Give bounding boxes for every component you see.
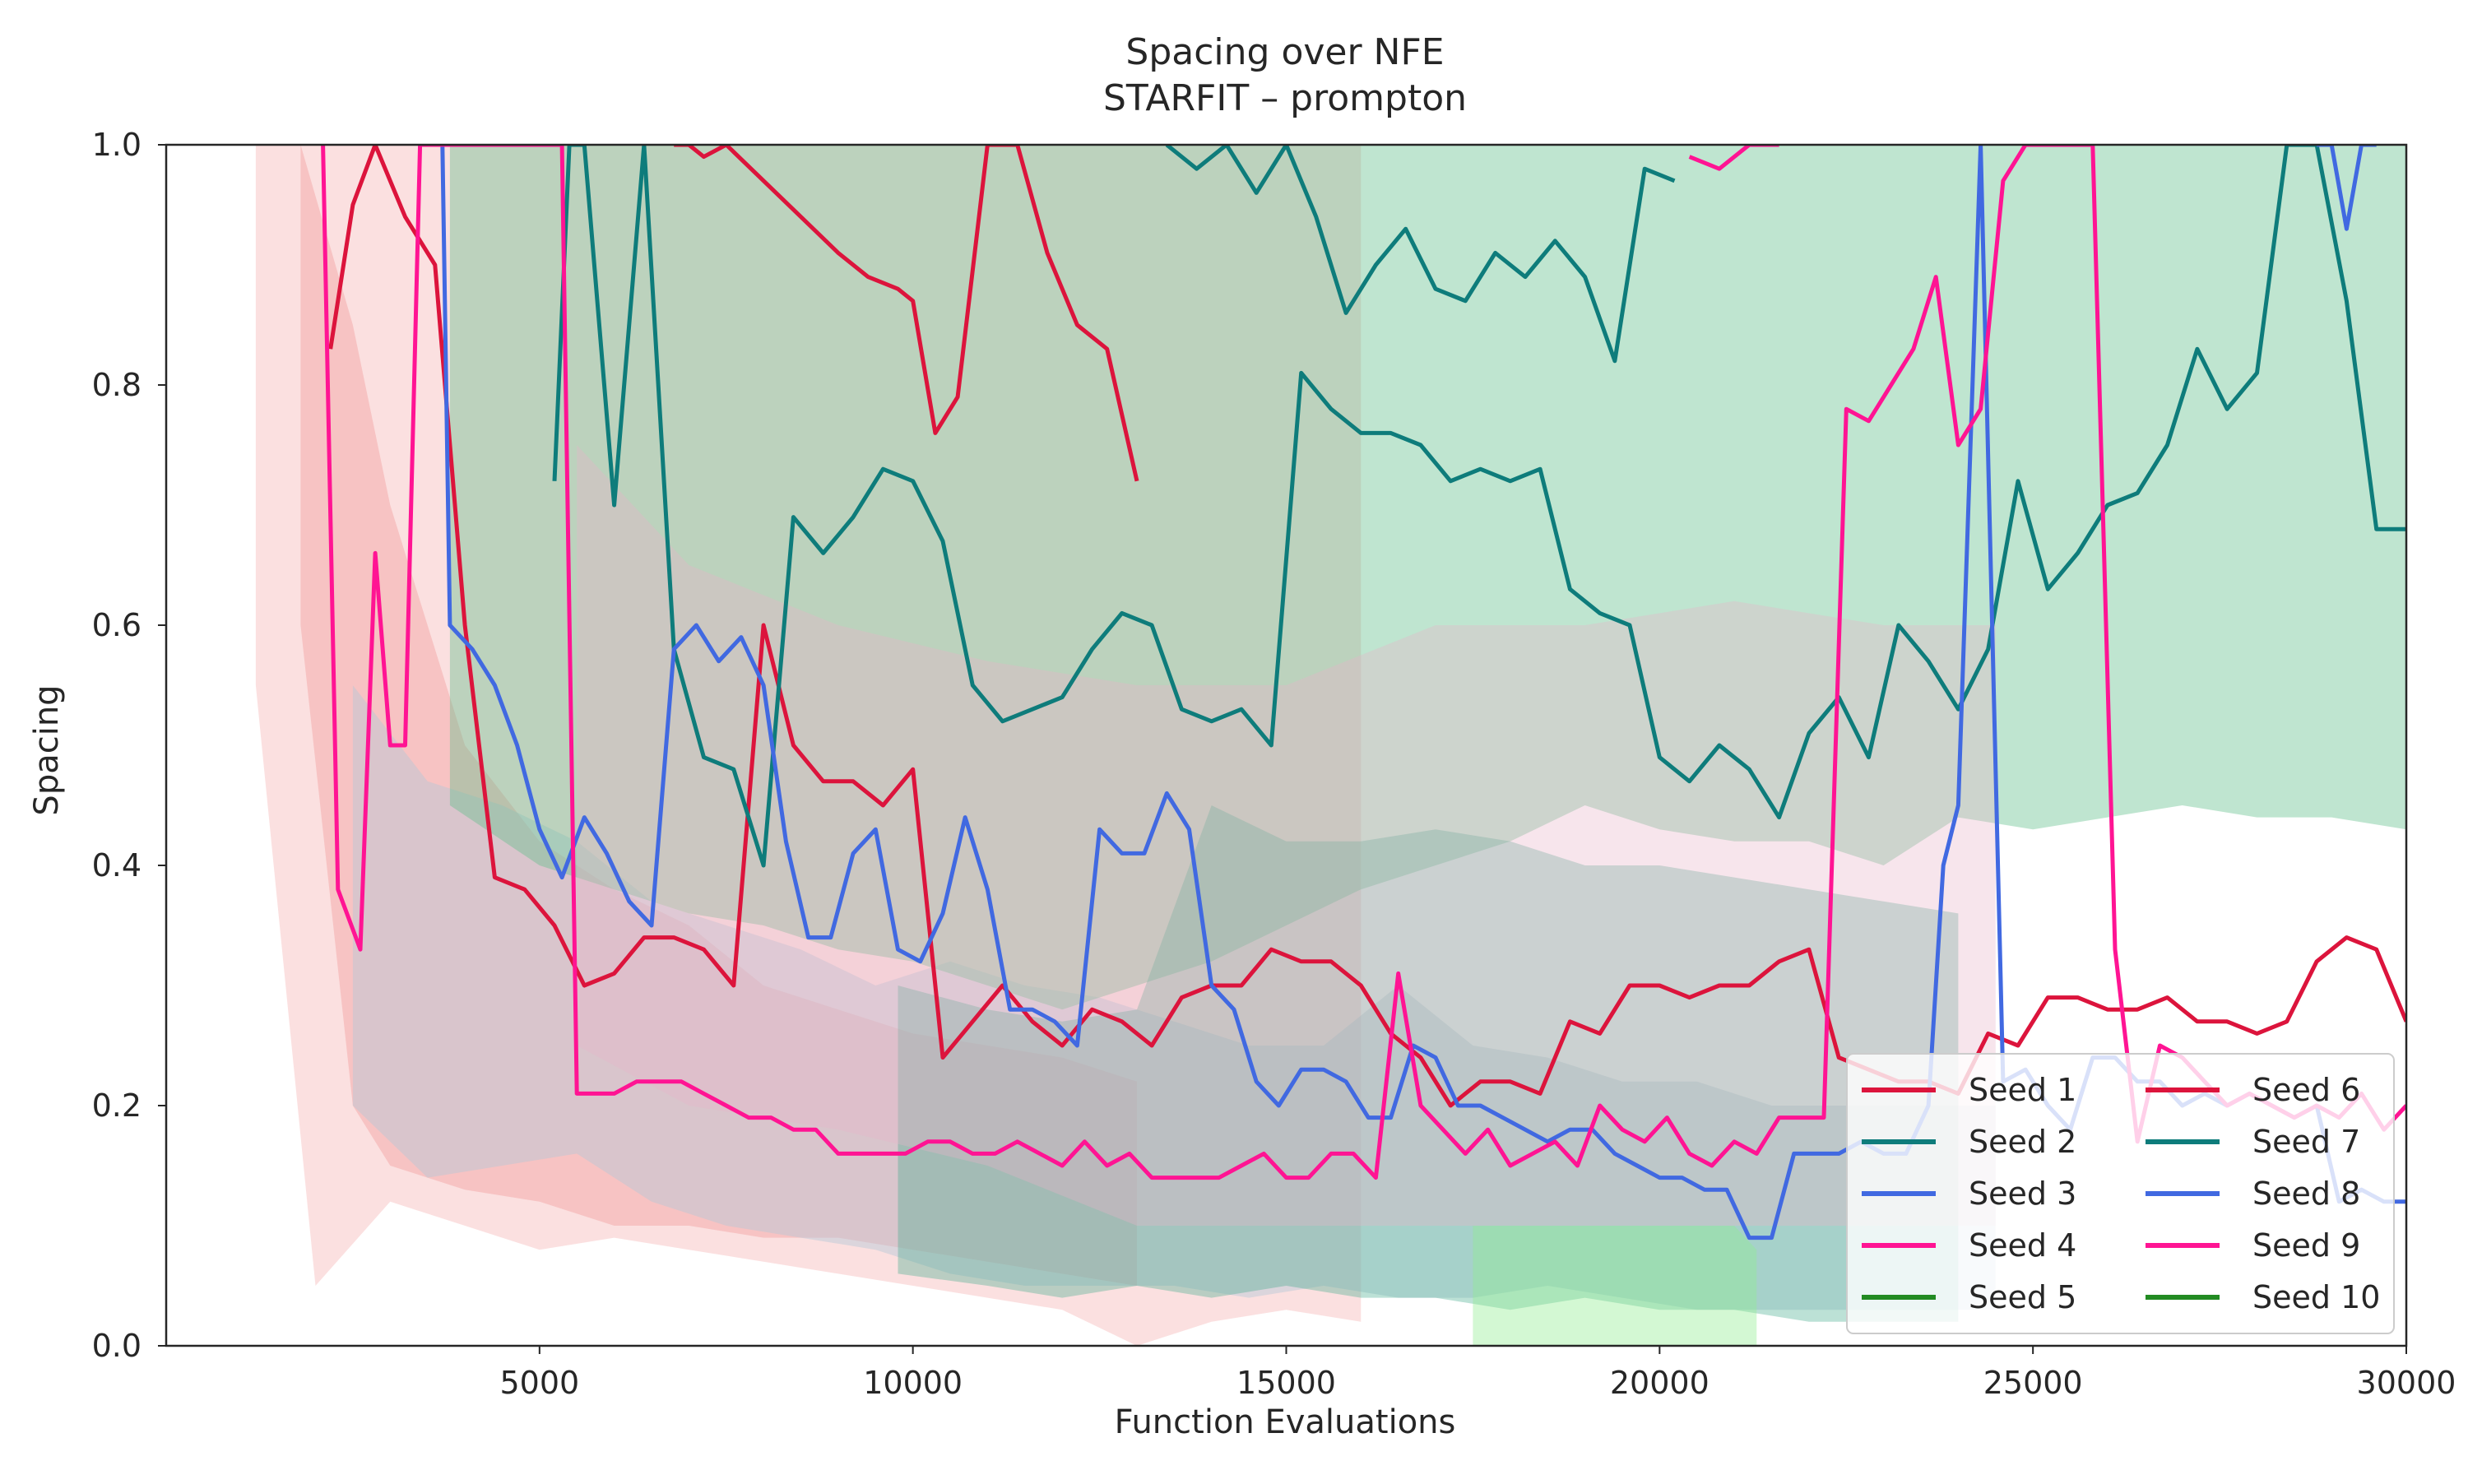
legend-label: Seed 4 <box>1969 1227 2076 1264</box>
legend-label: Seed 10 <box>2252 1279 2380 1315</box>
legend-label: Seed 5 <box>1969 1279 2076 1315</box>
legend-label: Seed 2 <box>1969 1124 2076 1160</box>
legend-label: Seed 6 <box>2252 1072 2360 1108</box>
band-5 <box>898 805 1959 1322</box>
legend-label: Seed 3 <box>1969 1176 2076 1212</box>
legend-entry-seed-3: Seed 3 <box>1862 1176 2076 1212</box>
legend-label: Seed 1 <box>1969 1072 2076 1108</box>
band-4 <box>449 145 2406 1010</box>
chart-title: Spacing over NFE <box>1125 31 1444 73</box>
legend-box <box>1846 1053 2395 1334</box>
legend-entry-seed-5: Seed 5 <box>1862 1279 2076 1315</box>
y-tick-label: 0.4 <box>92 847 141 883</box>
y-tick-label: 0.8 <box>92 367 141 403</box>
confidence-bands <box>255 145 2406 1346</box>
series-line-seed-4 <box>321 145 2406 1180</box>
x-tick-label: 10000 <box>863 1365 963 1401</box>
series-line-seed-7 <box>1165 145 1676 364</box>
legend-entry-seed-1: Seed 1 <box>1862 1072 2076 1108</box>
y-axis-label: Spacing <box>28 684 66 815</box>
band-3 <box>352 685 1996 1310</box>
y-tick-label: 0.0 <box>92 1328 141 1364</box>
legend-label: Seed 7 <box>2252 1124 2360 1160</box>
legend-label: Seed 9 <box>2252 1227 2360 1264</box>
legend-entry-seed-9: Seed 9 <box>2146 1227 2360 1264</box>
y-tick-label: 0.2 <box>92 1087 141 1124</box>
legend-entry-seed-6: Seed 6 <box>2146 1072 2360 1108</box>
x-tick-label: 5000 <box>499 1365 579 1401</box>
legend-entry-seed-2: Seed 2 <box>1862 1124 2076 1160</box>
legend: Seed 1 Seed 2 Seed 3 Seed 4 Seed 5 Seed 6 Seed… <box>1846 1053 2395 1334</box>
series-line-seed-1 <box>328 145 2406 1108</box>
series-line-seed-9 <box>1688 145 1779 171</box>
x-tick-label: 25000 <box>1983 1365 2083 1401</box>
y-tick-label: 0.6 <box>92 607 141 643</box>
chart-subtitle: STARFIT – prompton <box>1103 77 1467 119</box>
legend-entry-seed-10: Seed 10 <box>2146 1279 2380 1315</box>
series-line-seed-8 <box>2317 145 2377 231</box>
legend-entry-seed-4: Seed 4 <box>1862 1227 2076 1264</box>
legend-entry-seed-7: Seed 7 <box>2146 1124 2360 1160</box>
series-line-seed-6 <box>674 145 1139 482</box>
x-tick-label: 15000 <box>1236 1365 1336 1401</box>
series-line-seed-2 <box>552 145 2406 868</box>
x-tick-label: 20000 <box>1610 1365 1710 1401</box>
axes: 5000 10000 15000 20000 25000 30000 0.0 0.2 0.4 0.… <box>92 127 2456 1401</box>
x-tick-label: 30000 <box>2357 1365 2456 1401</box>
legend-label: Seed 8 <box>2252 1176 2360 1212</box>
y-tick-label: 1.0 <box>92 127 141 163</box>
band-7 <box>577 445 1996 1226</box>
x-axis-label: Function Evaluations <box>1115 1403 1456 1441</box>
series-lines <box>321 145 2406 1241</box>
band-2 <box>300 145 1137 1286</box>
band-6 <box>1473 1226 1757 1346</box>
band-1 <box>255 145 1362 1346</box>
legend-entry-seed-8: Seed 8 <box>2146 1176 2360 1212</box>
